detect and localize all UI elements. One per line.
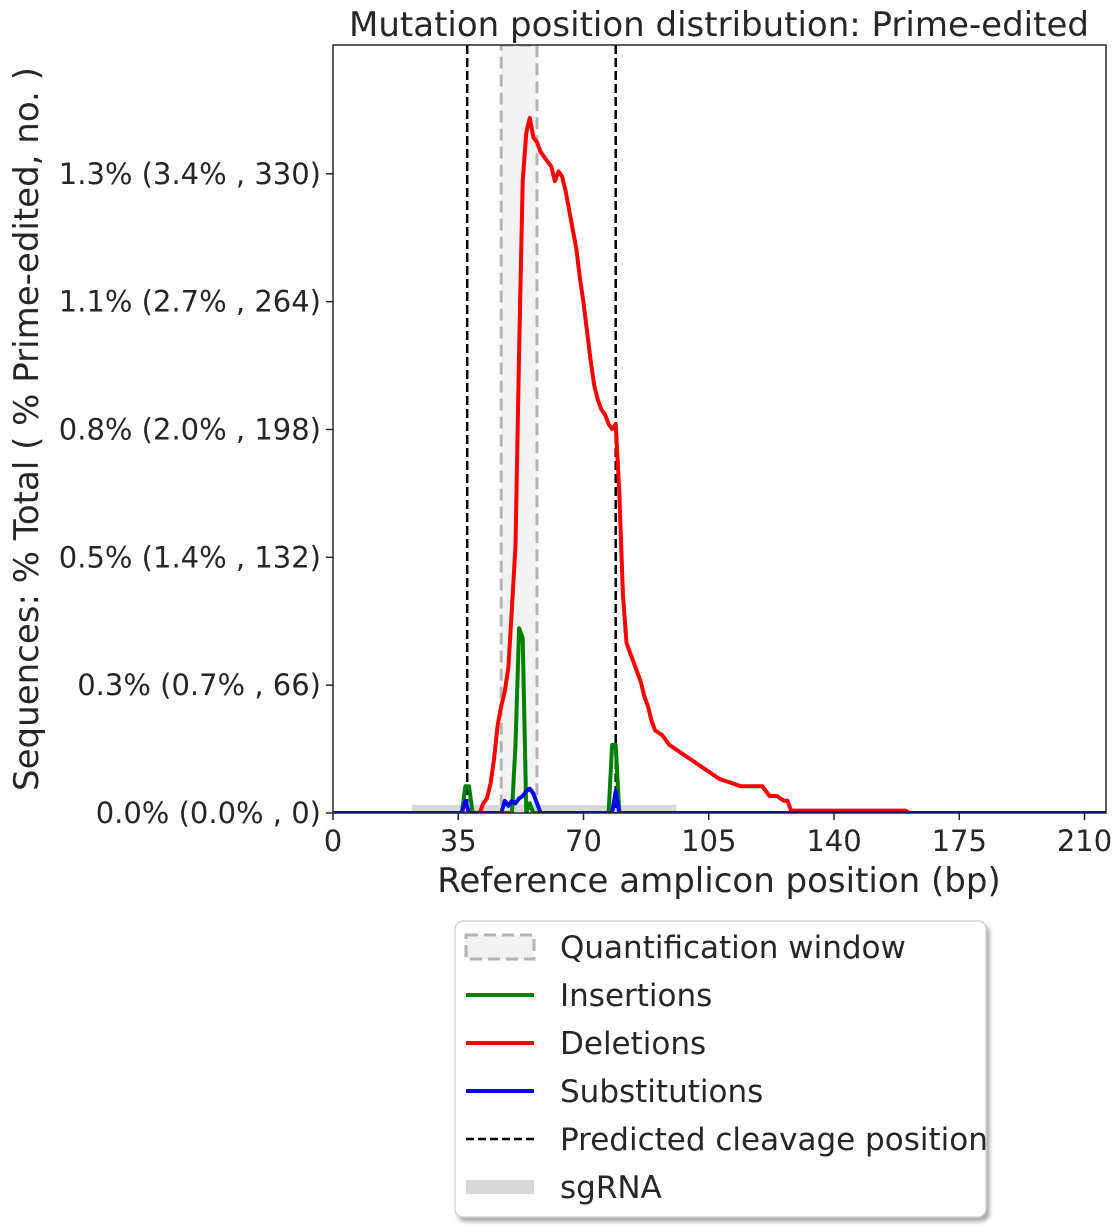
legend-item: Deletions bbox=[466, 1026, 706, 1062]
x-tick-label: 35 bbox=[440, 824, 477, 858]
series-line-deletions bbox=[333, 115, 1106, 813]
y-tick-label: 0.8% (2.0% , 198) bbox=[59, 412, 321, 446]
series-line-substitutions bbox=[333, 786, 1106, 813]
legend-swatch bbox=[466, 1180, 534, 1194]
legend-label: Deletions bbox=[560, 1026, 706, 1062]
series-line-insertions bbox=[333, 626, 1106, 813]
legend-label: Predicted cleavage position bbox=[560, 1122, 988, 1158]
sgrna-band bbox=[468, 805, 677, 813]
legend-box bbox=[454, 920, 987, 1218]
y-tick-label: 1.3% (3.4% , 330) bbox=[59, 157, 321, 191]
x-tick-label: 175 bbox=[932, 824, 987, 858]
legend-item: Insertions bbox=[466, 978, 712, 1014]
plot-frame bbox=[332, 44, 1107, 814]
legend-swatch bbox=[464, 933, 536, 961]
y-tick-label: 1.1% (2.7% , 264) bbox=[59, 285, 321, 319]
legend-item: Quantification window bbox=[464, 930, 906, 966]
x-tick-label: 70 bbox=[565, 824, 602, 858]
legend-label: Insertions bbox=[560, 978, 712, 1014]
legend-label: Quantification window bbox=[560, 930, 906, 966]
chart-title: Mutation position distribution: Prime-ed… bbox=[349, 5, 1089, 45]
sgrna-band bbox=[411, 805, 462, 813]
x-tick-label: 140 bbox=[806, 824, 861, 858]
legend-label: Substitutions bbox=[560, 1074, 763, 1110]
y-tick-label: 0.5% (1.4% , 132) bbox=[59, 540, 321, 574]
legend: Quantification window Insertions Deletions… bbox=[454, 920, 988, 1218]
x-axis: 0 35 70 105 140 175 210 bbox=[324, 813, 1112, 858]
plot-area bbox=[332, 44, 1107, 814]
legend-item: sgRNA bbox=[466, 1170, 662, 1206]
y-axis: 0.0% (0.0% , 0) 0.3% (0.7% , 66) 0.5% (1.4… bbox=[59, 157, 333, 830]
y-axis-label: Sequences: % Total ( % Prime-edited, no.… bbox=[7, 67, 47, 791]
y-tick-label: 0.0% (0.0% , 0) bbox=[96, 796, 321, 830]
legend-item: Substitutions bbox=[466, 1074, 763, 1110]
x-tick-label: 0 bbox=[324, 824, 342, 858]
legend-label: sgRNA bbox=[560, 1170, 662, 1206]
x-axis-label: Reference amplicon position (bp) bbox=[437, 861, 1000, 901]
y-tick-label: 0.3% (0.7% , 66) bbox=[77, 668, 321, 702]
legend-item: Predicted cleavage position bbox=[466, 1122, 988, 1158]
x-tick-label: 105 bbox=[681, 824, 736, 858]
x-tick-label: 210 bbox=[1057, 824, 1112, 858]
